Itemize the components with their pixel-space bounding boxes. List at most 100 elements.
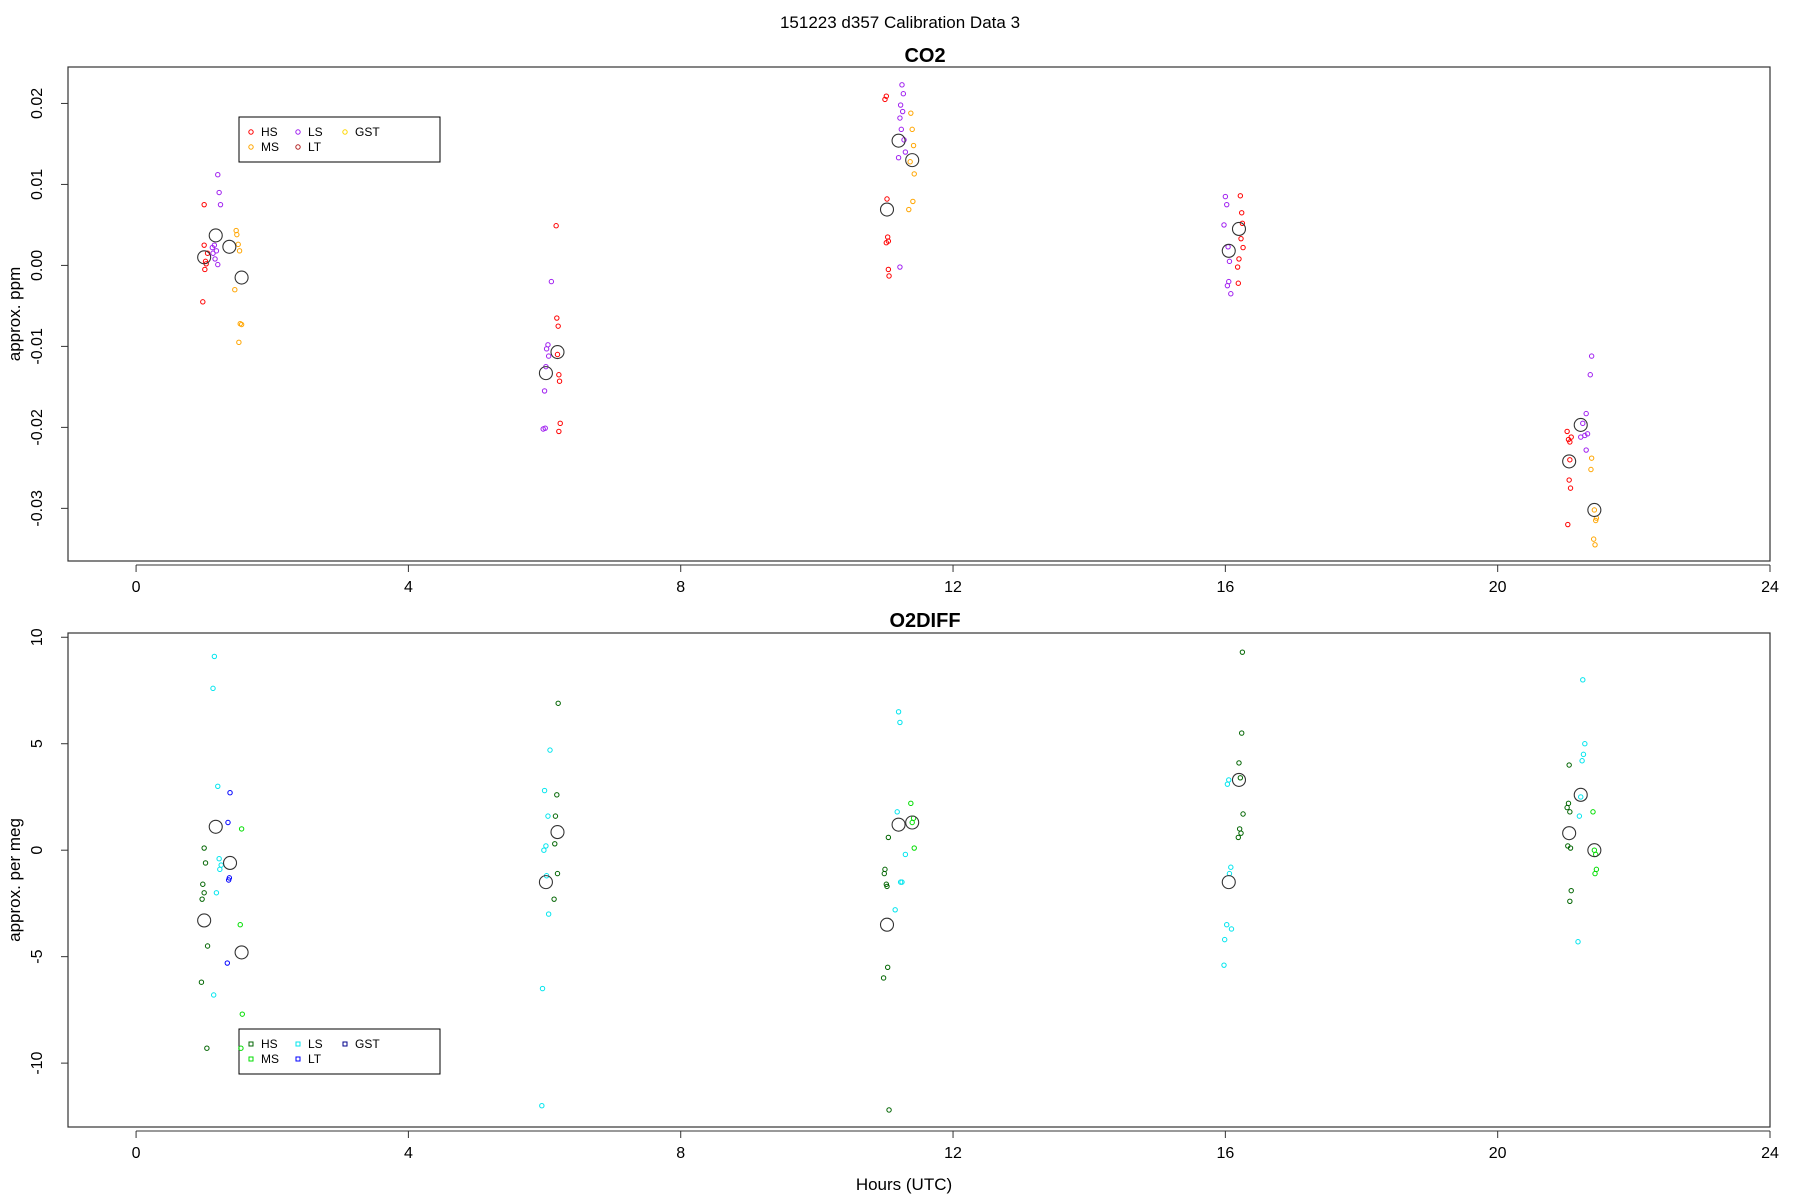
o2diff-mean-marker xyxy=(905,815,920,830)
co2-point-ms xyxy=(232,287,238,293)
co2-point-ls xyxy=(1583,410,1589,417)
o2diff-y-label: approx. per meg xyxy=(5,818,24,942)
o2diff-point-hs xyxy=(204,943,211,949)
co2-point-hs xyxy=(1235,280,1241,286)
co2-point-hs xyxy=(557,420,563,427)
co2-y-tick-label: -0.03 xyxy=(29,490,46,527)
o2diff-point-lt xyxy=(225,819,231,826)
o2diff-point-ls xyxy=(215,783,221,790)
o2diff-point-hs xyxy=(554,870,561,877)
co2-point-ms xyxy=(908,110,914,116)
o2diff-point-hs xyxy=(202,860,209,866)
co2-point-hs xyxy=(556,428,562,435)
o2diff-point-hs xyxy=(1567,809,1573,815)
co2-point-ls xyxy=(897,115,903,121)
co2-point-hs xyxy=(1564,428,1570,435)
o2diff-legend-label-ms: MS xyxy=(261,1052,279,1066)
co2-point-ls xyxy=(1583,447,1589,453)
co2-x-tick-label: 12 xyxy=(944,579,962,596)
co2-x-tick-label: 0 xyxy=(132,579,141,596)
co2-legend-marker-ls xyxy=(295,129,301,135)
o2diff-point-hs xyxy=(886,1107,892,1113)
o2diff-legend-marker-ms xyxy=(248,1056,254,1062)
co2-point-ms xyxy=(907,159,913,165)
co2-point-hs xyxy=(1240,244,1246,251)
o2diff-point-ls xyxy=(1576,813,1583,819)
o2diff-mean-marker xyxy=(1587,843,1602,858)
co2-point-ms xyxy=(1588,466,1594,473)
co2-mean-marker xyxy=(891,133,906,148)
o2diff-point-hs xyxy=(1238,830,1244,836)
o2diff-point-ls xyxy=(211,653,218,660)
co2-point-ls xyxy=(900,91,907,97)
co2-point-hs xyxy=(885,266,892,273)
o2diff-point-ls xyxy=(897,719,903,726)
co2-x-tick-label: 4 xyxy=(404,579,413,596)
o2diff-point-hs xyxy=(552,841,558,847)
co2-mean-marker xyxy=(208,228,223,243)
co2-point-hs xyxy=(1568,434,1574,440)
co2-point-ms xyxy=(906,206,912,213)
o2diff-legend-box xyxy=(238,1028,441,1075)
o2diff-legend-label-ls: LS xyxy=(308,1037,323,1051)
o2diff-point-hs xyxy=(1564,804,1570,811)
o2diff-point-ls xyxy=(1580,677,1586,683)
co2-mean-marker xyxy=(234,270,249,285)
co2-point-ms xyxy=(234,231,240,238)
co2-point-ms xyxy=(236,339,242,346)
co2-point-hs xyxy=(1566,477,1572,483)
o2diff-point-ms xyxy=(238,1045,244,1051)
co2-title: CO2 xyxy=(904,45,945,67)
co2-point-ls xyxy=(217,201,224,208)
o2diff-point-hs xyxy=(885,834,892,841)
o2diff-point-hs xyxy=(201,890,207,896)
o2diff-point-hs xyxy=(1568,887,1574,894)
co2-point-hs xyxy=(556,378,563,384)
o2diff-point-ms xyxy=(237,922,243,928)
co2-point-ls xyxy=(543,346,550,352)
co2-point-hs xyxy=(1236,256,1242,262)
o2diff-point-ls xyxy=(213,890,220,896)
o2diff-point-hs xyxy=(880,975,887,981)
co2-point-ms xyxy=(910,142,917,149)
o2diff-y-tick-label: 10 xyxy=(29,628,46,646)
o2diff-legend-marker-lt xyxy=(295,1056,301,1062)
co2-point-ls xyxy=(1221,222,1227,228)
o2diff-point-hs xyxy=(884,883,890,890)
co2-y-tick-label: 0.00 xyxy=(29,250,46,281)
co2-point-hs xyxy=(1234,264,1241,270)
co2-point-ls xyxy=(548,278,555,285)
o2diff-mean-marker xyxy=(879,917,895,932)
o2diff-mean-marker xyxy=(197,913,212,928)
co2-legend-label-gst: GST xyxy=(355,125,380,139)
o2diff-point-ls xyxy=(543,843,549,849)
co2-point-ls xyxy=(1588,353,1595,359)
o2diff-point-ms xyxy=(1592,870,1598,877)
o2diff-point-hs xyxy=(1565,800,1572,807)
o2diff-title: O2DIFF xyxy=(889,610,960,632)
o2diff-legend-label-gst: GST xyxy=(355,1037,380,1051)
co2-point-ms xyxy=(1590,536,1597,542)
o2diff-legend-marker-hs xyxy=(248,1041,254,1047)
o2diff-point-hs xyxy=(198,979,205,985)
o2diff-point-hs xyxy=(200,881,206,887)
co2-point-ls xyxy=(899,108,906,115)
co2-point-ls xyxy=(902,149,909,155)
o2diff-x-tick-label: 24 xyxy=(1761,1145,1779,1162)
o2diff-point-ls xyxy=(892,907,898,913)
o2diff-point-hs xyxy=(1238,730,1245,736)
o2diff-x-tick-label: 20 xyxy=(1489,1145,1507,1162)
co2-point-hs xyxy=(1237,193,1244,199)
o2diff-point-ls xyxy=(1228,926,1235,932)
co2-point-ls xyxy=(1222,193,1229,200)
co2-legend-label-lt: LT xyxy=(308,140,322,154)
co2-point-ls xyxy=(899,82,905,88)
co2-x-tick-label: 24 xyxy=(1761,579,1779,596)
o2diff-point-hs xyxy=(881,870,887,877)
co2-point-hs xyxy=(553,223,559,229)
o2diff-point-hs xyxy=(1567,845,1574,851)
o2diff-point-ls xyxy=(547,747,553,753)
co2-point-ms xyxy=(909,126,915,133)
co2-point-ls xyxy=(215,172,221,178)
